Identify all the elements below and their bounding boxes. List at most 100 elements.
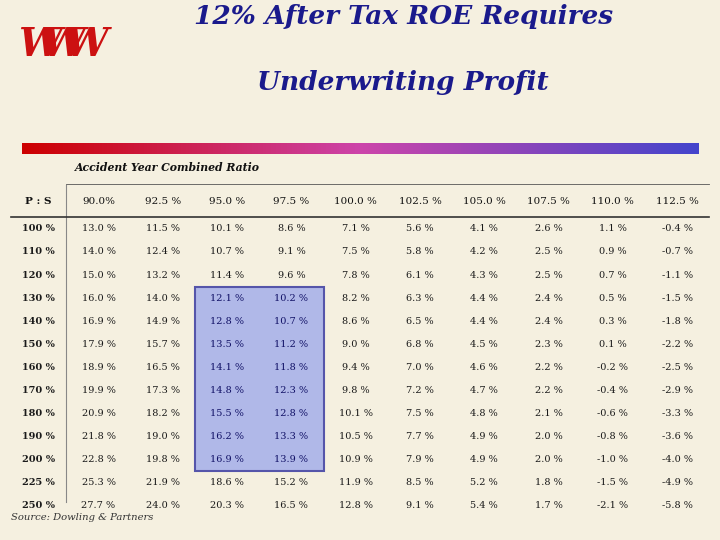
Text: 25.3 %: 25.3 % bbox=[81, 478, 115, 487]
Text: 21.9 %: 21.9 % bbox=[146, 478, 180, 487]
Text: 21.8 %: 21.8 % bbox=[81, 432, 115, 441]
Text: 107.5 %: 107.5 % bbox=[527, 197, 570, 206]
Text: 24.0 %: 24.0 % bbox=[146, 501, 180, 510]
Text: 2.0 %: 2.0 % bbox=[535, 455, 562, 464]
Text: 10.1 %: 10.1 % bbox=[338, 409, 373, 418]
Text: 22.8 %: 22.8 % bbox=[81, 455, 115, 464]
Text: 2.1 %: 2.1 % bbox=[535, 409, 562, 418]
Text: 4.9 %: 4.9 % bbox=[470, 432, 498, 441]
Text: 1.8 %: 1.8 % bbox=[535, 478, 562, 487]
Text: 5.2 %: 5.2 % bbox=[470, 478, 498, 487]
Text: -0.8 %: -0.8 % bbox=[598, 432, 629, 441]
Text: 14.8 %: 14.8 % bbox=[210, 386, 244, 395]
Text: 180 %: 180 % bbox=[22, 409, 55, 418]
Text: 20.9 %: 20.9 % bbox=[81, 409, 115, 418]
Text: 200 %: 200 % bbox=[22, 455, 55, 464]
Text: 110.0 %: 110.0 % bbox=[591, 197, 634, 206]
Text: 2.0 %: 2.0 % bbox=[535, 432, 562, 441]
Text: 92.5 %: 92.5 % bbox=[145, 197, 181, 206]
Text: 250 %: 250 % bbox=[22, 501, 55, 510]
Text: 6.5 %: 6.5 % bbox=[406, 316, 433, 326]
Text: 4.3 %: 4.3 % bbox=[470, 271, 498, 280]
Text: 95.0 %: 95.0 % bbox=[209, 197, 246, 206]
Text: 97.5 %: 97.5 % bbox=[274, 197, 310, 206]
Text: 10.5 %: 10.5 % bbox=[338, 432, 373, 441]
Text: 12.3 %: 12.3 % bbox=[274, 386, 308, 395]
Text: 8.6 %: 8.6 % bbox=[278, 225, 305, 233]
Text: 10.2 %: 10.2 % bbox=[274, 294, 308, 302]
Text: -0.4 %: -0.4 % bbox=[662, 225, 693, 233]
Text: -1.8 %: -1.8 % bbox=[662, 316, 693, 326]
Text: 15.7 %: 15.7 % bbox=[146, 340, 180, 349]
Text: 0.5 %: 0.5 % bbox=[599, 294, 626, 302]
Text: 13.2 %: 13.2 % bbox=[145, 271, 180, 280]
Text: 5.6 %: 5.6 % bbox=[406, 225, 433, 233]
Text: W: W bbox=[41, 26, 84, 64]
Text: 110 %: 110 % bbox=[22, 247, 55, 256]
Text: 16.9 %: 16.9 % bbox=[210, 455, 244, 464]
Text: 7.2 %: 7.2 % bbox=[406, 386, 434, 395]
Text: 105.0 %: 105.0 % bbox=[463, 197, 505, 206]
Text: 9.4 %: 9.4 % bbox=[342, 363, 369, 372]
Text: 2.5 %: 2.5 % bbox=[535, 247, 562, 256]
Text: 13.3 %: 13.3 % bbox=[274, 432, 308, 441]
Text: W: W bbox=[64, 26, 107, 64]
Text: 19.0 %: 19.0 % bbox=[146, 432, 180, 441]
Text: P : S: P : S bbox=[25, 197, 52, 206]
Text: 170 %: 170 % bbox=[22, 386, 55, 395]
Text: 1.1 %: 1.1 % bbox=[599, 225, 627, 233]
Text: -2.1 %: -2.1 % bbox=[598, 501, 629, 510]
Text: 7.5 %: 7.5 % bbox=[406, 409, 434, 418]
Text: 15.0 %: 15.0 % bbox=[81, 271, 115, 280]
Text: 100.0 %: 100.0 % bbox=[334, 197, 377, 206]
Text: 16.0 %: 16.0 % bbox=[81, 294, 115, 302]
Text: 4.2 %: 4.2 % bbox=[470, 247, 498, 256]
Text: 18.2 %: 18.2 % bbox=[146, 409, 180, 418]
Text: 15.5 %: 15.5 % bbox=[210, 409, 244, 418]
Text: 0.7 %: 0.7 % bbox=[599, 271, 626, 280]
Text: -1.1 %: -1.1 % bbox=[662, 271, 693, 280]
Text: 100 %: 100 % bbox=[22, 225, 55, 233]
Text: 14.9 %: 14.9 % bbox=[146, 316, 180, 326]
Text: 13.0 %: 13.0 % bbox=[81, 225, 115, 233]
Text: 4.8 %: 4.8 % bbox=[470, 409, 498, 418]
Text: -0.2 %: -0.2 % bbox=[598, 363, 629, 372]
Text: 2.4 %: 2.4 % bbox=[535, 316, 562, 326]
Text: Source: Dowling & Partners: Source: Dowling & Partners bbox=[11, 513, 153, 522]
Text: 112.5 %: 112.5 % bbox=[656, 197, 698, 206]
Text: 4.7 %: 4.7 % bbox=[470, 386, 498, 395]
Text: 14.0 %: 14.0 % bbox=[81, 247, 115, 256]
Text: 4.4 %: 4.4 % bbox=[470, 294, 498, 302]
Text: 18.9 %: 18.9 % bbox=[81, 363, 115, 372]
Text: 10.7 %: 10.7 % bbox=[274, 316, 308, 326]
Text: 9.0 %: 9.0 % bbox=[342, 340, 369, 349]
Text: 4.4 %: 4.4 % bbox=[470, 316, 498, 326]
Text: 2.2 %: 2.2 % bbox=[535, 386, 562, 395]
Text: 7.8 %: 7.8 % bbox=[342, 271, 369, 280]
Text: 12% After Tax ROE Requires: 12% After Tax ROE Requires bbox=[194, 4, 613, 29]
Text: -3.3 %: -3.3 % bbox=[662, 409, 693, 418]
Text: 7.0 %: 7.0 % bbox=[406, 363, 434, 372]
Text: 190 %: 190 % bbox=[22, 432, 55, 441]
Text: 8.6 %: 8.6 % bbox=[342, 316, 369, 326]
Text: 13.5 %: 13.5 % bbox=[210, 340, 244, 349]
Text: 12.4 %: 12.4 % bbox=[145, 247, 180, 256]
Text: W: W bbox=[18, 26, 61, 64]
Text: 12.1 %: 12.1 % bbox=[210, 294, 244, 302]
Text: 5.4 %: 5.4 % bbox=[470, 501, 498, 510]
Text: 9.1 %: 9.1 % bbox=[277, 247, 305, 256]
Text: 7.9 %: 7.9 % bbox=[406, 455, 434, 464]
Text: 8.5 %: 8.5 % bbox=[406, 478, 433, 487]
Text: 120 %: 120 % bbox=[22, 271, 55, 280]
Text: -1.5 %: -1.5 % bbox=[598, 478, 629, 487]
Text: -0.4 %: -0.4 % bbox=[598, 386, 629, 395]
Text: 9.6 %: 9.6 % bbox=[278, 271, 305, 280]
Text: 2.5 %: 2.5 % bbox=[535, 271, 562, 280]
Text: -4.9 %: -4.9 % bbox=[662, 478, 693, 487]
Text: 10.1 %: 10.1 % bbox=[210, 225, 244, 233]
Text: 140 %: 140 % bbox=[22, 316, 55, 326]
Text: 19.8 %: 19.8 % bbox=[146, 455, 180, 464]
Text: -2.9 %: -2.9 % bbox=[662, 386, 693, 395]
Text: 130 %: 130 % bbox=[22, 294, 55, 302]
Text: 4.1 %: 4.1 % bbox=[470, 225, 498, 233]
